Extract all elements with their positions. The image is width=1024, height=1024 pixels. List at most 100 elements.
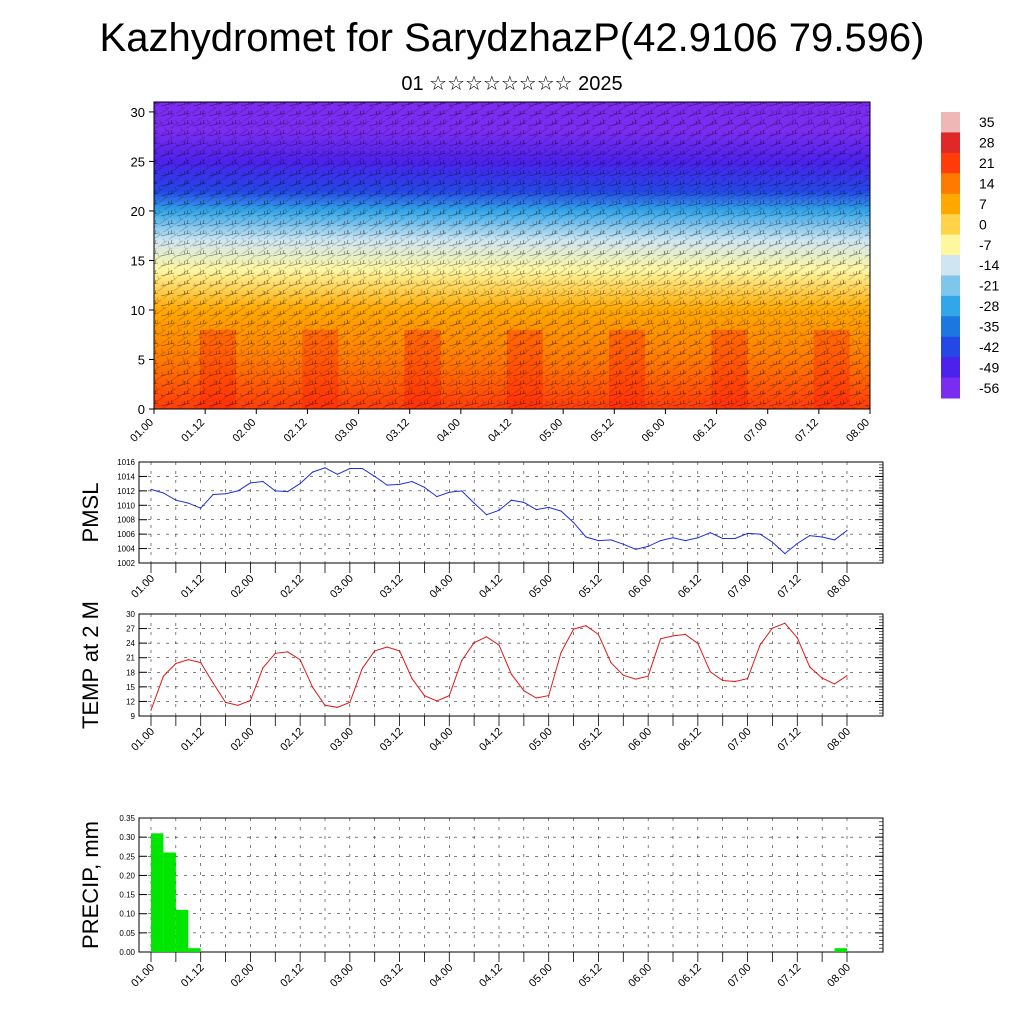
precip-bar xyxy=(163,852,176,952)
colorbar: 35 28 21 14 7 0 -7 -14 -21 -28 -35 -42 -49 -56 xyxy=(941,112,999,399)
data-point xyxy=(510,499,513,501)
x-tick-label: 01.00 xyxy=(129,726,157,754)
data-point xyxy=(274,490,276,492)
x-tick-label: 04.12 xyxy=(486,417,514,445)
precip-bar xyxy=(834,948,847,952)
data-point xyxy=(560,510,562,512)
x-tick-label: 03.12 xyxy=(384,417,412,445)
x-tick-label: 05.00 xyxy=(527,573,555,601)
data-point xyxy=(287,490,289,493)
data-point xyxy=(224,701,227,704)
data-point xyxy=(622,543,624,545)
colorbar-segment xyxy=(941,193,960,215)
heatmap-panel: 0 5 10 15 20 25 30 01.00 01.12 02.00 02.12 03.00 03.… xyxy=(128,101,872,445)
precipitation-panel: 0.00 0.05 0.10 0.15 0.20 0.25 0.30 0.35 01.00 01.… xyxy=(78,814,884,990)
x-tick-label: 05.00 xyxy=(527,962,555,990)
data-point xyxy=(535,509,537,511)
data-point xyxy=(498,509,500,511)
data-point xyxy=(262,667,264,669)
data-point xyxy=(672,635,674,637)
y-tick-label: 1016 xyxy=(117,458,135,467)
x-tick-label: 04.12 xyxy=(477,962,505,990)
data-point xyxy=(734,537,736,540)
x-tick-label: 04.12 xyxy=(477,726,505,754)
x-tick-label: 05.12 xyxy=(577,726,605,754)
colorbar-label: -28 xyxy=(979,298,999,314)
x-tick-label: 06.00 xyxy=(626,726,654,754)
data-point xyxy=(548,695,550,697)
y-axis-title: PMSL xyxy=(78,483,103,543)
data-point xyxy=(299,659,301,661)
precip-bar xyxy=(175,909,189,952)
data-point xyxy=(224,493,227,495)
colorbar-label: -42 xyxy=(979,339,999,355)
data-point xyxy=(796,637,798,639)
data-point xyxy=(722,679,724,682)
data-point xyxy=(212,682,214,684)
data-point xyxy=(659,540,662,542)
data-point xyxy=(833,539,836,541)
data-point xyxy=(572,628,575,630)
y-tick-label: 1002 xyxy=(117,559,135,568)
data-point xyxy=(249,699,252,702)
data-point xyxy=(821,677,823,679)
data-point xyxy=(398,650,401,652)
data-point xyxy=(461,660,463,662)
x-tick-label: 04.00 xyxy=(427,962,455,990)
x-tick-label: 06.12 xyxy=(691,417,719,445)
data-point xyxy=(361,667,363,670)
data-point xyxy=(659,638,662,640)
y-tick-label: 25 xyxy=(131,154,145,169)
data-point xyxy=(585,536,587,538)
data-point xyxy=(324,467,326,469)
data-point xyxy=(374,650,376,652)
colorbar-segment xyxy=(941,295,960,317)
y-tick-label: 1014 xyxy=(117,472,135,481)
x-tick-label: 03.12 xyxy=(378,573,406,601)
colorbar-segment xyxy=(941,214,960,236)
data-point xyxy=(523,690,525,692)
data-point xyxy=(187,659,189,661)
data-point xyxy=(386,646,388,648)
colorbar-label: -7 xyxy=(979,237,992,253)
x-tick-label: 05.00 xyxy=(527,726,555,754)
colorbar-segment xyxy=(941,152,960,174)
data-point xyxy=(784,553,786,555)
data-point xyxy=(361,467,363,470)
x-tick-label: 01.00 xyxy=(128,417,156,445)
data-point xyxy=(746,532,749,535)
data-point xyxy=(473,642,475,644)
data-point xyxy=(436,496,438,498)
y-tick-label: 0.05 xyxy=(119,929,135,938)
x-tick-label: 03.00 xyxy=(328,573,356,601)
colorbar-segment xyxy=(941,316,960,338)
x-tick-label: 06.00 xyxy=(626,962,654,990)
x-tick-label: 08.00 xyxy=(825,962,853,990)
colorbar-label: 21 xyxy=(979,155,995,171)
x-tick-label: 05.00 xyxy=(537,417,565,445)
data-point xyxy=(287,651,289,653)
data-point xyxy=(809,666,811,668)
data-point xyxy=(498,644,500,646)
y-tick-label: 0.35 xyxy=(119,814,135,823)
x-tick-label: 04.12 xyxy=(477,573,505,601)
data-point xyxy=(597,633,600,636)
data-point xyxy=(200,507,202,509)
x-tick-label: 02.12 xyxy=(278,573,306,601)
colorbar-label: -14 xyxy=(979,257,999,273)
data-point xyxy=(386,484,388,486)
y-axis-title: PRECIP, mm xyxy=(78,821,103,949)
data-point xyxy=(610,539,612,541)
x-tick-label: 06.12 xyxy=(676,726,704,754)
data-point xyxy=(771,627,774,629)
y-tick-label: 0.25 xyxy=(119,852,135,861)
x-tick-label: 07.12 xyxy=(793,417,821,445)
colorbar-segment xyxy=(941,357,960,379)
x-tick-label: 01.00 xyxy=(129,962,157,990)
data-point xyxy=(622,674,624,676)
x-tick-label: 02.00 xyxy=(229,962,257,990)
x-tick-label: 05.12 xyxy=(588,417,616,445)
colorbar-segment xyxy=(941,234,960,256)
data-point xyxy=(200,661,202,664)
data-point xyxy=(311,471,314,473)
